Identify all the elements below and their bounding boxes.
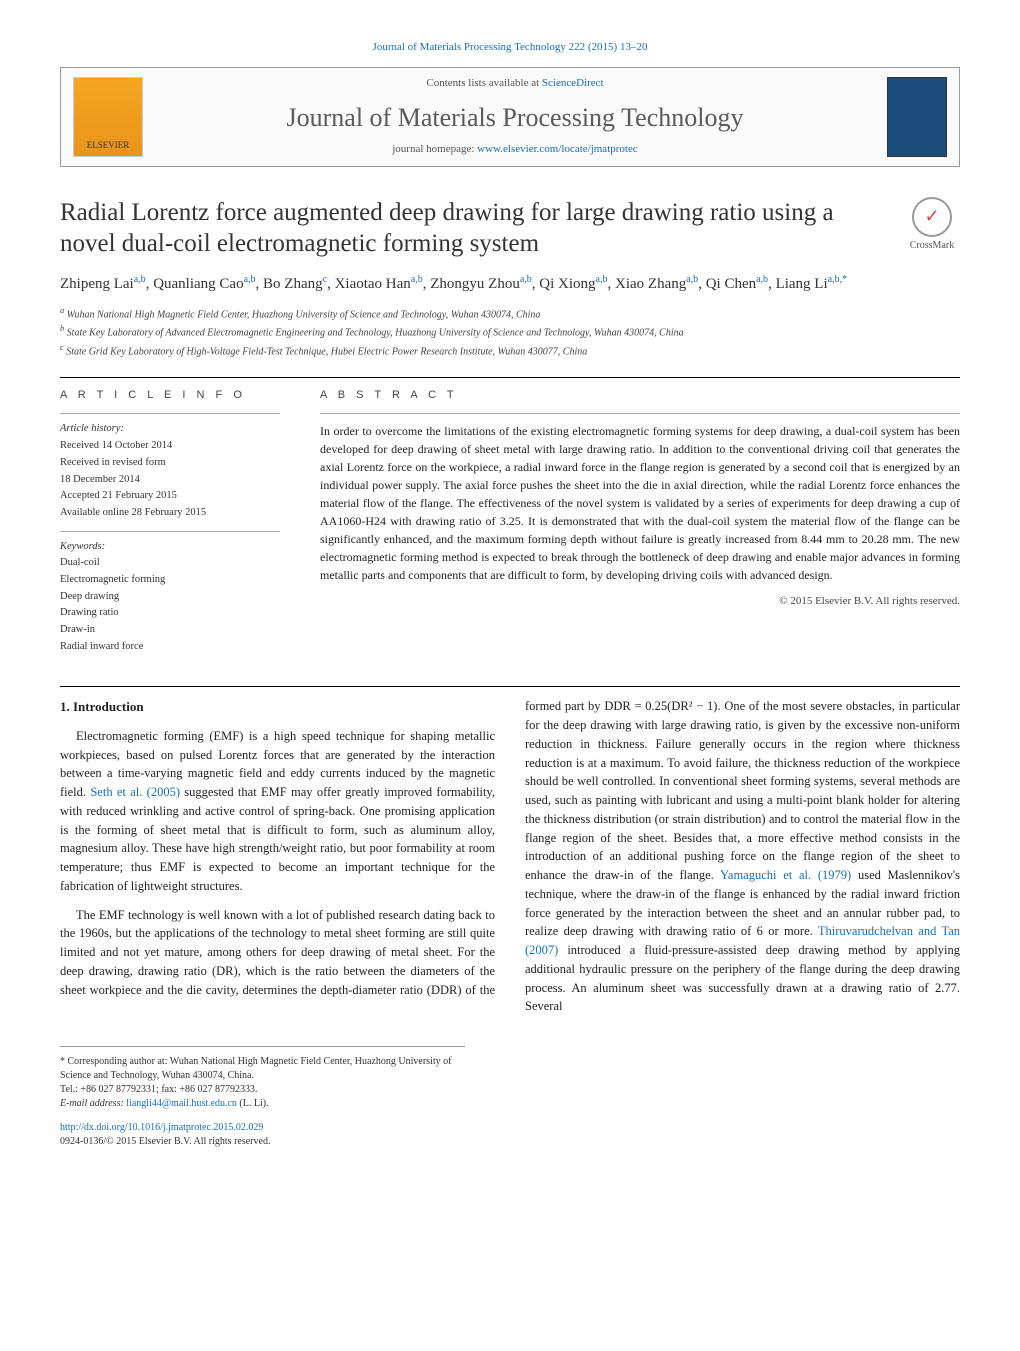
keyword-line: Electromagnetic forming xyxy=(60,573,280,588)
journal-name: Journal of Materials Processing Technolo… xyxy=(143,100,887,136)
abstract-copyright: © 2015 Elsevier B.V. All rights reserved… xyxy=(320,594,960,609)
corresponding-footer: * Corresponding author at: Wuhan Nationa… xyxy=(60,1046,465,1111)
history-label: Article history: xyxy=(60,422,280,437)
ref-yamaguchi-1979[interactable]: Yamaguchi et al. (1979) xyxy=(720,868,851,882)
ref-seth-2005[interactable]: Seth et al. (2005) xyxy=(90,785,180,799)
journal-header-box: ELSEVIER Contents lists available at Sci… xyxy=(60,67,960,166)
doi-link[interactable]: http://dx.doi.org/10.1016/j.jmatprotec.2… xyxy=(60,1122,263,1133)
divider-bottom xyxy=(60,686,960,687)
crossmark-label: CrossMark xyxy=(910,240,954,251)
p1-after: suggested that EMF may offer greatly imp… xyxy=(60,785,495,893)
keyword-line: Dual-coil xyxy=(60,556,280,571)
email-after: (L. Li). xyxy=(237,1098,269,1109)
corr-email-line: E-mail address: liangli44@mail.hust.edu.… xyxy=(60,1097,465,1111)
citation-header: Journal of Materials Processing Technolo… xyxy=(60,40,960,55)
elsevier-logo: ELSEVIER xyxy=(73,77,143,157)
journal-meta: Contents lists available at ScienceDirec… xyxy=(143,76,887,157)
contents-line: Contents lists available at ScienceDirec… xyxy=(143,76,887,91)
history-line: Accepted 21 February 2015 xyxy=(60,489,280,504)
authors-line: Zhipeng Laia,b, Quanliang Caoa,b, Bo Zha… xyxy=(60,273,960,295)
body-columns: 1. Introduction Electromagnetic forming … xyxy=(60,697,960,1016)
homepage-link[interactable]: www.elsevier.com/locate/jmatprotec xyxy=(477,143,638,155)
sciencedirect-link[interactable]: ScienceDirect xyxy=(542,77,604,89)
homepage-line: journal homepage: www.elsevier.com/locat… xyxy=(143,142,887,157)
divider-top xyxy=(60,377,960,378)
journal-cover-thumbnail xyxy=(887,77,947,157)
homepage-prefix: journal homepage: xyxy=(392,143,477,155)
abstract-heading: A B S T R A C T xyxy=(320,388,960,403)
intro-p1: Electromagnetic forming (EMF) is a high … xyxy=(60,727,495,896)
crossmark-badge[interactable]: ✓ CrossMark xyxy=(904,197,960,253)
info-divider-1 xyxy=(60,413,280,414)
issn-line: 0924-0136/© 2015 Elsevier B.V. All right… xyxy=(60,1136,270,1147)
doi-block: http://dx.doi.org/10.1016/j.jmatprotec.2… xyxy=(60,1121,960,1149)
corr-email-link[interactable]: liangli44@mail.hust.edu.cn xyxy=(126,1098,237,1109)
abstract-divider xyxy=(320,413,960,414)
affiliations: a Wuhan National High Magnetic Field Cen… xyxy=(60,305,960,359)
corr-tel-line: Tel.: +86 027 87792331; fax: +86 027 877… xyxy=(60,1083,465,1097)
info-abstract-row: A R T I C L E I N F O Article history: R… xyxy=(60,388,960,656)
contents-prefix: Contents lists available at xyxy=(426,77,541,89)
crossmark-icon: ✓ xyxy=(912,197,952,237)
keyword-line: Deep drawing xyxy=(60,590,280,605)
keyword-line: Draw-in xyxy=(60,623,280,638)
article-info-heading: A R T I C L E I N F O xyxy=(60,388,280,403)
abstract-col: A B S T R A C T In order to overcome the… xyxy=(320,388,960,656)
email-label: E-mail address: xyxy=(60,1098,126,1109)
history-line: 18 December 2014 xyxy=(60,473,280,488)
keywords-label: Keywords: xyxy=(60,540,280,555)
section-1-heading: 1. Introduction xyxy=(60,697,495,717)
elsevier-block: ELSEVIER xyxy=(73,77,143,157)
article-info-col: A R T I C L E I N F O Article history: R… xyxy=(60,388,280,656)
affiliation-line: a Wuhan National High Magnetic Field Cen… xyxy=(60,305,960,322)
article-title: Radial Lorentz force augmented deep draw… xyxy=(60,197,884,260)
affiliation-line: c State Grid Key Laboratory of High-Volt… xyxy=(60,342,960,359)
abstract-text: In order to overcome the limitations of … xyxy=(320,422,960,584)
history-line: Received in revised form xyxy=(60,456,280,471)
title-row: Radial Lorentz force augmented deep draw… xyxy=(60,197,960,260)
citation-link[interactable]: Journal of Materials Processing Technolo… xyxy=(373,41,648,53)
history-line: Available online 28 February 2015 xyxy=(60,506,280,521)
history-line: Received 14 October 2014 xyxy=(60,439,280,454)
p2-end: introduced a fluid-pressure-assisted dee… xyxy=(525,943,960,1013)
info-divider-2 xyxy=(60,531,280,532)
keyword-line: Radial inward force xyxy=(60,640,280,655)
affiliation-line: b State Key Laboratory of Advanced Elect… xyxy=(60,323,960,340)
corr-author-line: * Corresponding author at: Wuhan Nationa… xyxy=(60,1055,465,1083)
keyword-line: Drawing ratio xyxy=(60,606,280,621)
